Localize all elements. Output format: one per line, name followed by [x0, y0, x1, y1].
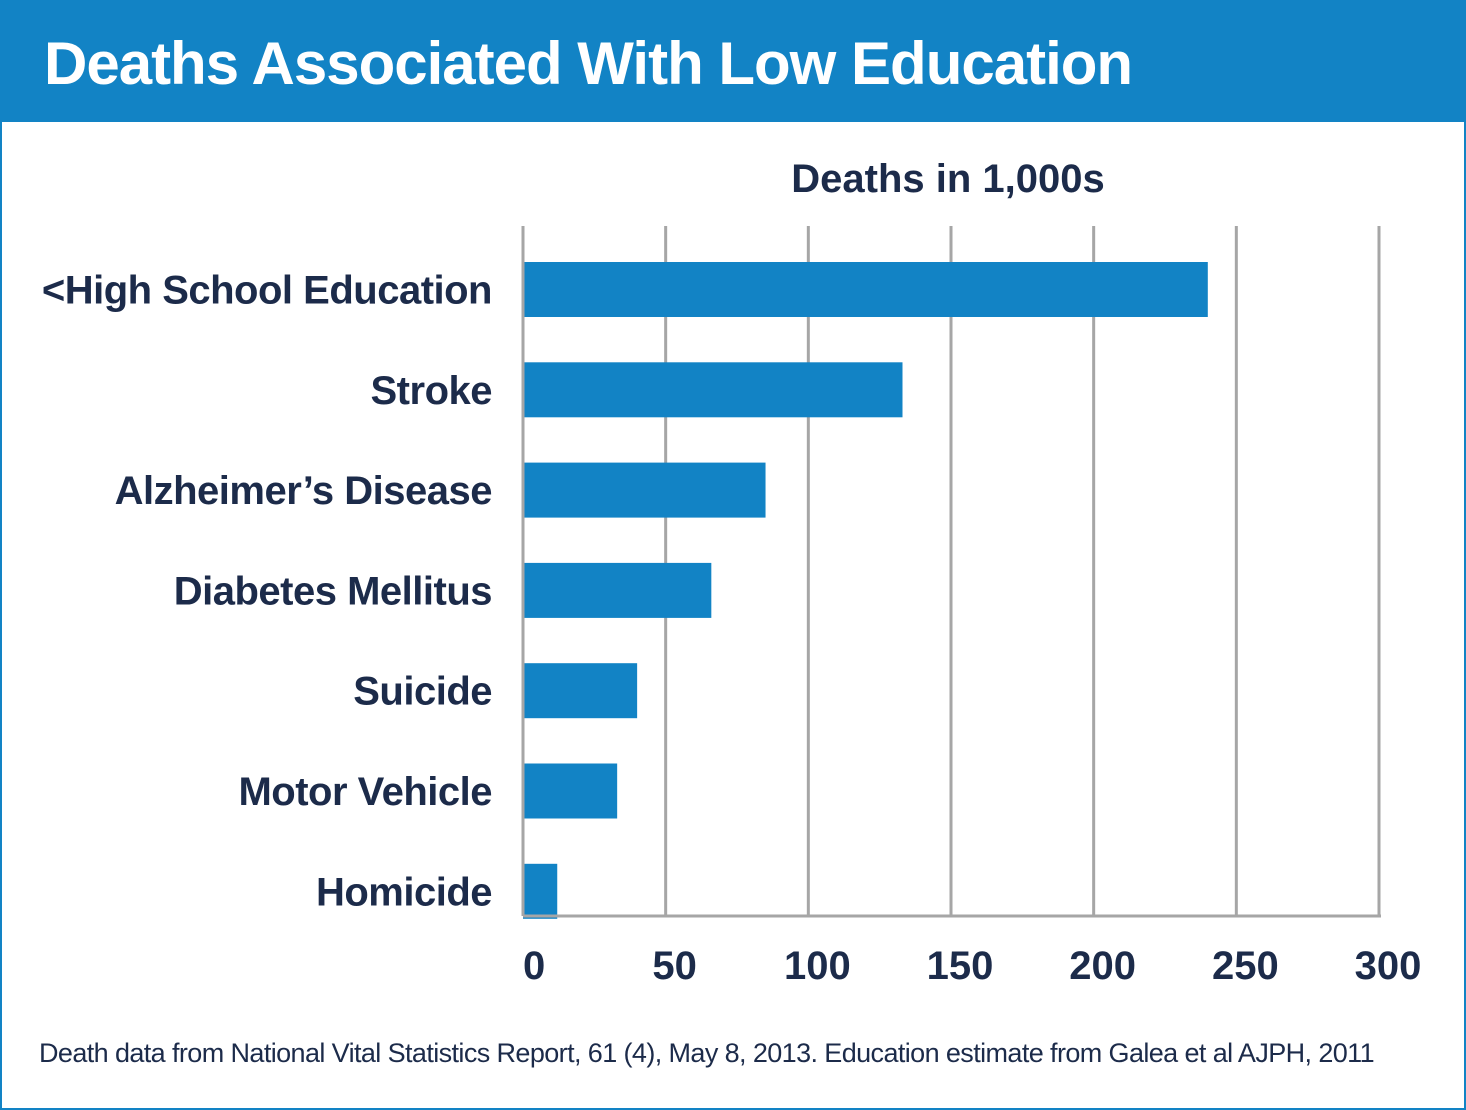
bar — [523, 863, 558, 919]
category-label: Homicide — [316, 870, 492, 914]
bar — [523, 663, 638, 719]
x-tick-label: 200 — [1069, 944, 1136, 988]
gridlines — [664, 226, 1381, 916]
category-label: Suicide — [353, 670, 492, 714]
page-title: Deaths Associated With Low Education — [44, 30, 1133, 97]
x-tick-label: 300 — [1355, 944, 1422, 988]
x-tick-label: 100 — [784, 944, 851, 988]
x-tick-labels: 0 50 100 150 200 250 300 — [523, 944, 1421, 988]
x-tick-label: 0 — [523, 944, 545, 988]
bar — [523, 262, 1208, 317]
x-tick-label: 250 — [1212, 944, 1279, 988]
category-label: Alzheimer’s Disease — [115, 469, 492, 513]
x-tick-label: 150 — [927, 944, 994, 988]
category-labels: <High School Education Stroke Alzheimer’s … — [42, 269, 493, 915]
category-label: Motor Vehicle — [238, 770, 492, 814]
bar — [523, 362, 903, 418]
bars — [523, 262, 1208, 919]
axes — [521, 226, 1381, 918]
bar — [523, 462, 766, 518]
category-label: Diabetes Mellitus — [174, 569, 492, 613]
bar — [523, 763, 618, 819]
title-bar: Deaths Associated With Low Education — [2, 2, 1466, 122]
x-tick-label: 50 — [652, 944, 697, 988]
chart-title: Deaths in 1,000s — [791, 157, 1105, 201]
category-label: Stroke — [371, 369, 493, 413]
category-label: <High School Education — [42, 269, 492, 313]
bar — [523, 562, 712, 618]
source-note: Death data from National Vital Statistic… — [39, 1038, 1375, 1068]
bar-chart: Deaths in 1,000s <High School Education S… — [42, 157, 1422, 988]
